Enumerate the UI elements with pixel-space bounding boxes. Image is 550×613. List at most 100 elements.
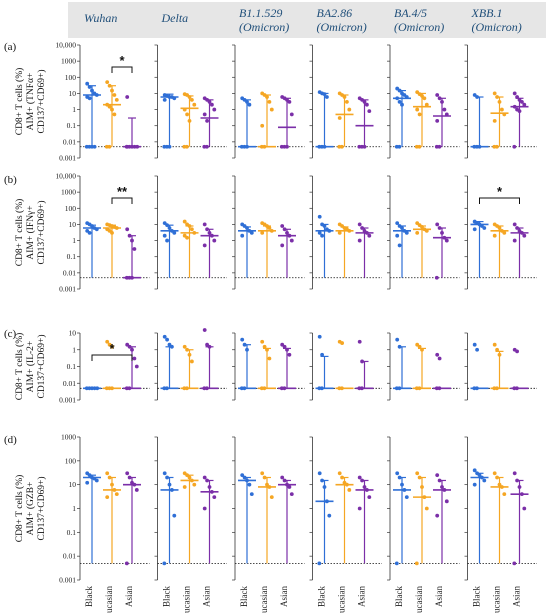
data-point (124, 561, 129, 566)
data-point (340, 475, 344, 480)
data-point (265, 95, 269, 99)
series-caucasian (103, 471, 121, 564)
data-point (317, 471, 322, 476)
y-axis-label: CD137+CD69+) (36, 334, 47, 398)
data-point (207, 344, 212, 349)
category-label: Caucasian (259, 586, 269, 613)
series-caucasian (413, 90, 431, 149)
data-point (185, 473, 190, 478)
data-point (185, 112, 190, 117)
data-point (320, 144, 324, 149)
panel-label: (b) (4, 174, 17, 186)
facet (387, 44, 460, 159)
data-point (112, 112, 117, 117)
data-point (249, 230, 254, 235)
data-point (260, 230, 265, 235)
facet (309, 332, 382, 401)
data-point (212, 495, 217, 500)
data-point (475, 95, 479, 99)
data-point (205, 478, 210, 483)
category-label: Caucasian (414, 586, 424, 613)
data-point (362, 485, 367, 489)
data-point (114, 97, 119, 102)
data-point (417, 112, 422, 117)
data-point (245, 144, 249, 149)
bracket-line (111, 197, 133, 204)
data-point (282, 144, 287, 149)
data-point (132, 144, 137, 149)
y-tick-label: 0.1 (67, 528, 77, 537)
data-point (444, 499, 449, 504)
data-point (395, 221, 400, 226)
significance-label: * (109, 341, 115, 356)
data-point (167, 226, 172, 230)
data-point (107, 83, 112, 88)
data-point (362, 99, 367, 104)
data-point (437, 478, 442, 483)
series-caucasian (490, 222, 509, 278)
data-point (134, 364, 139, 369)
data-point (495, 95, 499, 99)
series-asian (278, 475, 296, 564)
data-point (517, 485, 522, 489)
facet (154, 44, 227, 159)
data-point (182, 219, 187, 224)
data-point (187, 95, 192, 99)
data-point (265, 347, 269, 352)
series-caucasian (258, 471, 276, 564)
data-point (192, 482, 197, 487)
data-point (94, 93, 99, 97)
data-point (162, 334, 167, 339)
data-point (495, 475, 499, 480)
data-point (267, 485, 272, 489)
data-point (282, 344, 287, 349)
data-point (94, 227, 99, 232)
data-point (87, 96, 92, 101)
data-point (437, 226, 442, 230)
series-asian (510, 347, 529, 391)
data-point (320, 478, 324, 483)
y-axis-label: CD137+CD69+) (36, 69, 47, 133)
series-caucasian (335, 222, 354, 278)
data-point (492, 233, 497, 238)
data-point (210, 102, 214, 107)
data-point (365, 488, 369, 492)
data-point (437, 144, 442, 149)
data-point (367, 233, 372, 238)
series-caucasian (258, 339, 276, 391)
data-point (317, 230, 322, 235)
series-black (160, 221, 179, 278)
y-tick-label: 1 (72, 504, 76, 513)
data-point (420, 485, 424, 489)
data-point (127, 386, 132, 391)
data-point (172, 96, 177, 101)
y-tick-label: 0.01 (63, 552, 76, 561)
significance-label: ** (117, 184, 128, 199)
series-black (393, 86, 411, 149)
data-point (84, 386, 89, 391)
series-asian (278, 95, 296, 149)
y-axis-label: AIM+ (TNFα+ (25, 73, 36, 131)
data-point (347, 107, 352, 112)
category-label: Asian (124, 586, 134, 607)
data-point (84, 144, 89, 149)
series-caucasian (103, 339, 121, 391)
series-asian (200, 475, 219, 564)
data-point (94, 478, 99, 483)
data-point (182, 344, 187, 349)
data-point (205, 118, 210, 123)
y-axis-label: AIM+ (IL-2+ (25, 341, 36, 393)
y-tick-label: 1000 (61, 188, 76, 197)
data-point (265, 482, 269, 487)
data-point (202, 475, 207, 480)
data-point (437, 386, 442, 391)
data-point (357, 475, 362, 480)
data-point (135, 144, 140, 149)
y-tick-label: 100 (65, 456, 77, 465)
data-point (262, 144, 267, 149)
series-caucasian (180, 471, 199, 564)
data-point (279, 386, 284, 391)
data-point (185, 347, 190, 352)
data-point (285, 347, 289, 352)
data-point (285, 482, 289, 487)
